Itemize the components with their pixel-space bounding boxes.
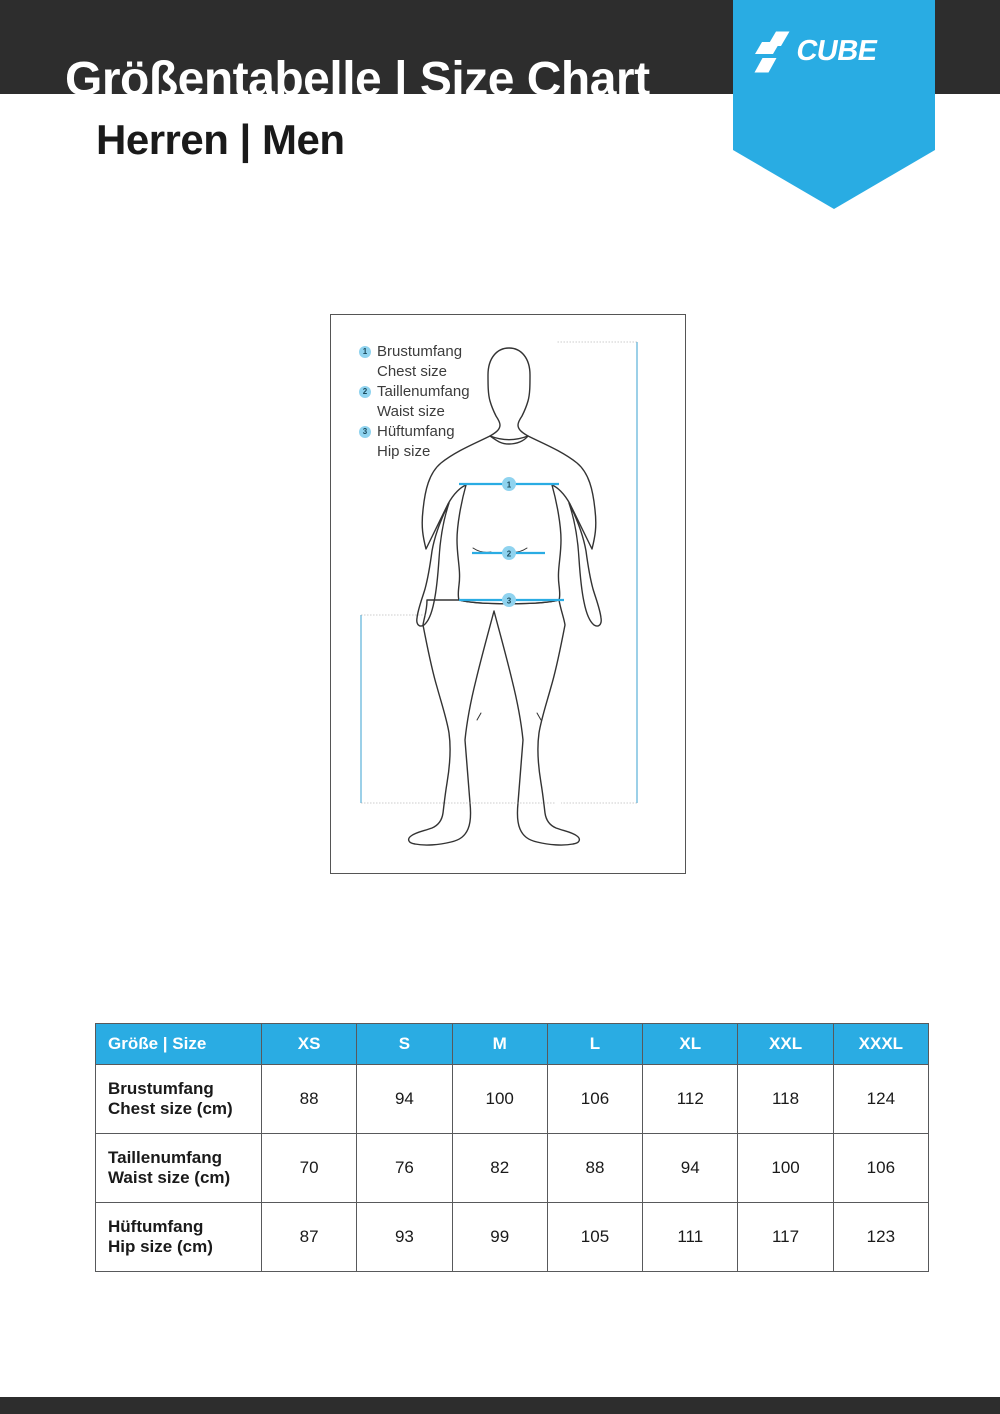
svg-text:2: 2 [507, 550, 512, 559]
svg-text:1: 1 [507, 481, 512, 490]
svg-text:CUBE: CUBE [794, 35, 880, 67]
svg-text:3: 3 [507, 597, 512, 606]
